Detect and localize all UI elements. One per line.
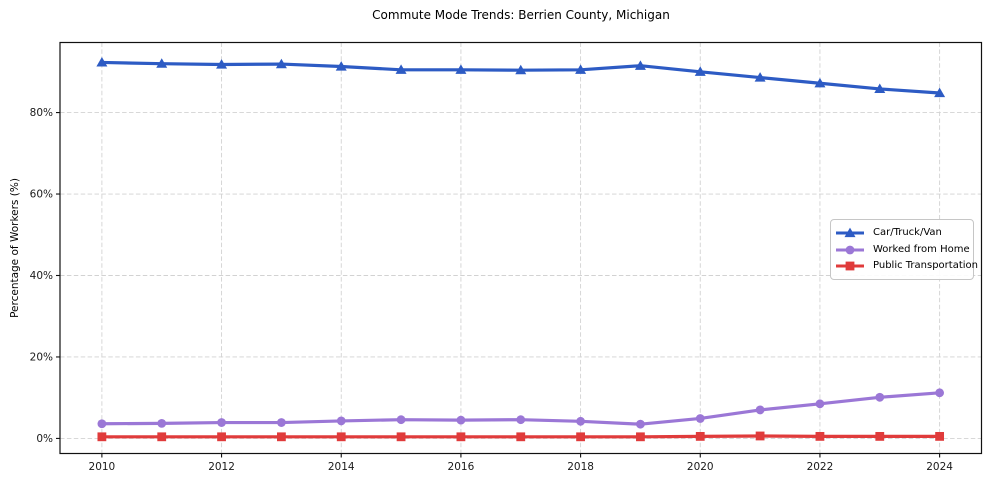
data-point-triangle: [275, 58, 287, 69]
data-point-square: [336, 432, 346, 442]
data-point-triangle: [874, 83, 886, 94]
data-point-square: [456, 432, 466, 442]
data-point-square: [845, 261, 855, 271]
data-point-circle: [576, 416, 585, 426]
gridlines: [60, 42, 982, 454]
series-lines: [100, 60, 942, 439]
data-point-triangle: [754, 72, 766, 82]
data-point-triangle: [395, 64, 407, 74]
data-point-circle: [157, 418, 167, 428]
data-point-square: [576, 432, 585, 442]
legend-item-worked-from-home: Worked from Home: [835, 243, 970, 256]
data-point-triangle: [814, 77, 826, 88]
y-tick-labels: 0% 20% 40% 60% 80%: [30, 107, 53, 445]
data-point-circle: [217, 418, 226, 427]
legend: Car/Truck/Van Worked from Home Public Tr…: [830, 219, 978, 280]
data-point-triangle: [335, 61, 347, 71]
data-point-circle: [755, 405, 765, 415]
legend-marker-circle-icon: [836, 245, 864, 254]
axis-ticks: [56, 112, 941, 458]
data-point-square: [695, 431, 705, 441]
data-point-circle: [636, 419, 645, 429]
y-tick-label: 80%: [30, 107, 53, 119]
data-point-square: [157, 432, 167, 442]
data-point-triangle: [575, 64, 587, 74]
y-tick-label: 40%: [30, 270, 53, 282]
data-point-circle: [276, 418, 286, 427]
data-point-circle: [845, 245, 855, 254]
data-point-square: [217, 432, 226, 442]
x-tick-label: 2016: [448, 461, 475, 473]
plot-border-rect: [59, 41, 983, 455]
data-point-square: [815, 431, 825, 441]
data-point-circle: [336, 416, 346, 426]
series-markers: [96, 57, 946, 442]
series-markers-worked-from-home: [97, 388, 945, 429]
legend-marker-square-icon: [836, 261, 864, 271]
legend-item-public-transportation: Public Transportation: [835, 260, 978, 272]
series-markers-public-transportation: [97, 431, 945, 442]
chart-title: Commute Mode Trends: Berrien County, Mic…: [372, 8, 670, 22]
data-point-circle: [516, 415, 526, 425]
data-point-circle: [875, 392, 885, 402]
data-point-circle: [456, 415, 466, 425]
data-point-square: [516, 432, 526, 442]
data-point-triangle: [844, 227, 856, 237]
data-point-square: [636, 432, 645, 442]
data-point-square: [97, 432, 107, 442]
data-point-triangle: [216, 59, 228, 69]
data-point-triangle: [634, 60, 646, 70]
x-tick-label: 2018: [567, 461, 594, 473]
data-point-triangle: [694, 66, 706, 76]
x-tick-label: 2012: [208, 461, 235, 473]
series-markers-car-truck-van: [96, 57, 946, 98]
legend-item-car-truck-van: Car/Truck/Van: [835, 227, 968, 239]
data-point-triangle: [455, 64, 467, 74]
legend-label: Worked from Home: [873, 243, 970, 255]
legend-label: Public Transportation: [873, 260, 978, 272]
data-point-square: [276, 432, 286, 442]
data-point-square: [396, 432, 406, 442]
data-point-square: [935, 431, 945, 441]
data-point-triangle: [515, 64, 527, 75]
y-tick-label: 0%: [36, 433, 53, 445]
x-tick-label: 2010: [89, 461, 116, 473]
x-tick-label: 2022: [807, 461, 834, 473]
legend-marker-triangle-icon: [836, 227, 864, 237]
data-point-circle: [815, 399, 825, 409]
data-point-circle: [396, 415, 406, 425]
x-tick-label: 2020: [687, 461, 714, 473]
y-tick-label: 20%: [30, 351, 53, 363]
data-point-circle: [695, 414, 705, 423]
legend-label: Car/Truck/Van: [873, 226, 942, 238]
x-tick-labels: 2010 2012 2014 2016 2018 2020 2022 2024: [89, 461, 954, 473]
plot-border: [59, 41, 983, 455]
data-point-circle: [935, 388, 945, 398]
data-point-triangle: [156, 58, 168, 68]
data-point-square: [755, 431, 765, 441]
x-tick-label: 2024: [926, 461, 953, 473]
data-point-triangle: [96, 57, 108, 67]
data-point-circle: [97, 419, 107, 429]
data-point-triangle: [934, 87, 946, 98]
y-tick-label: 60%: [30, 188, 53, 200]
data-point-square: [875, 431, 885, 441]
x-tick-label: 2014: [328, 461, 355, 473]
